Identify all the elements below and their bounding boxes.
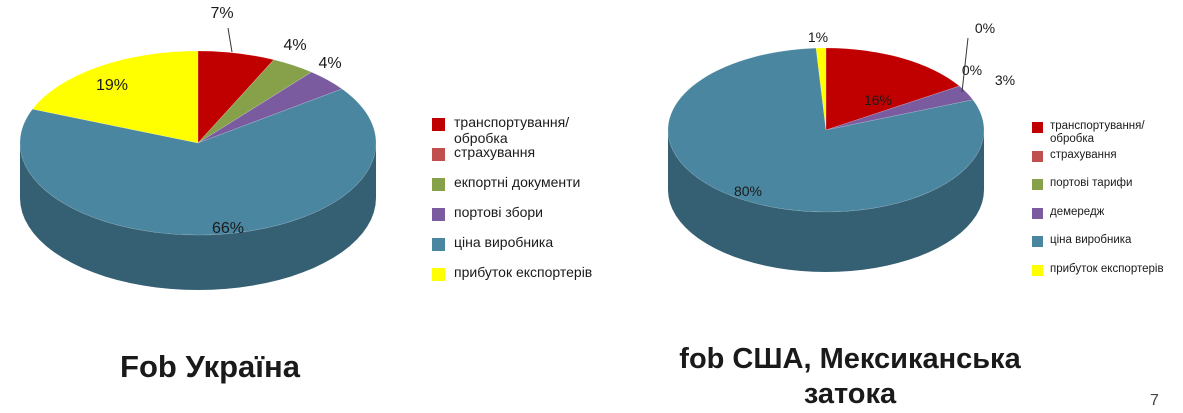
data-label-1-2: 0% xyxy=(962,62,982,78)
legend-label: страхування xyxy=(454,144,536,160)
legend-item: ціна виробника xyxy=(1032,234,1175,247)
data-label-0-0: 7% xyxy=(210,5,233,22)
slice-side-1-4 xyxy=(668,130,984,272)
legend-label: портові тарифи xyxy=(1050,177,1133,189)
legend-swatch xyxy=(1032,150,1043,162)
chart-title-fob-usa: fob США, Мексиканська затока xyxy=(679,343,1021,410)
data-label-0-2: 4% xyxy=(283,37,306,54)
legend-item: портові збори xyxy=(432,204,594,221)
legend-label: транспортування/ обробка xyxy=(454,114,570,146)
data-label-0-3: 4% xyxy=(318,55,341,72)
slice-1-3 xyxy=(825,85,974,131)
legend-item: прибуток експортерів xyxy=(432,264,594,281)
leader-line-0-0 xyxy=(227,27,233,53)
legend-swatch xyxy=(432,268,445,281)
slice-side-0-4 xyxy=(20,143,376,290)
legend-item: екпортні документи xyxy=(432,174,594,191)
data-label-1-0: 16% xyxy=(864,92,892,108)
legend-label: прибуток експортерів xyxy=(454,264,593,280)
legend-item: демередж xyxy=(1032,206,1175,219)
pie-chart-0: 7% 4% 4% 66% 19% xyxy=(19,5,377,290)
legend-swatch xyxy=(432,118,445,131)
legend-item: ціна виробника xyxy=(432,234,594,251)
slice-0-4 xyxy=(19,88,377,236)
legend-swatch xyxy=(1032,122,1043,133)
data-label-1-1: 0% xyxy=(975,20,995,36)
legend-label: ціна виробника xyxy=(454,234,554,250)
legend-label: ціна виробника xyxy=(1050,234,1132,246)
legend-item: портові тарифи xyxy=(1032,177,1175,190)
data-label-0-5: 19% xyxy=(96,77,128,94)
legend-label: транспортування/ обробка xyxy=(1050,120,1145,145)
legend-item: транспортування/ обробка xyxy=(1032,120,1175,146)
legend-swatch xyxy=(1032,207,1043,219)
slice-1-5 xyxy=(815,47,827,131)
data-label-1-4: 80% xyxy=(734,183,762,199)
legend-label: портові збори xyxy=(454,204,543,220)
legend-label: страхування xyxy=(1050,148,1117,161)
slice-1-4 xyxy=(667,47,985,213)
chart-title-fob-ukraine: Fob Україна xyxy=(120,349,300,384)
legend-label: екпортні документи xyxy=(454,174,581,190)
legend-swatch xyxy=(432,148,445,161)
page-number: 7 xyxy=(1150,392,1159,409)
legend-swatch xyxy=(432,208,445,221)
legend-item: прибуток експортерів xyxy=(1032,263,1175,276)
legend-swatch xyxy=(1032,264,1043,276)
data-label-1-5: 1% xyxy=(808,29,828,45)
legend-swatch xyxy=(1032,236,1043,247)
leader-line-1-1 xyxy=(961,37,969,93)
legend-swatch xyxy=(432,238,445,251)
slice-0-2 xyxy=(197,59,313,144)
slice-0-3 xyxy=(197,71,343,144)
slice-0-5 xyxy=(31,50,199,144)
legend-swatch xyxy=(432,178,445,191)
legend-swatch xyxy=(1032,179,1043,190)
pie-chart-1: 16% 0% 0% 3% 80% 1% xyxy=(667,20,1015,272)
slice-1-0 xyxy=(825,47,961,131)
data-label-1-3: 3% xyxy=(995,72,1015,88)
legend-item: транспортування/ обробка xyxy=(432,114,594,146)
data-label-0-4: 66% xyxy=(212,220,244,237)
legend-label: демередж xyxy=(1050,205,1105,218)
legend-label: прибуток експортерів xyxy=(1050,262,1164,275)
legend-item: страхування xyxy=(432,144,594,161)
slice-0-0 xyxy=(197,50,275,144)
legend-item: страхування xyxy=(1032,149,1175,162)
